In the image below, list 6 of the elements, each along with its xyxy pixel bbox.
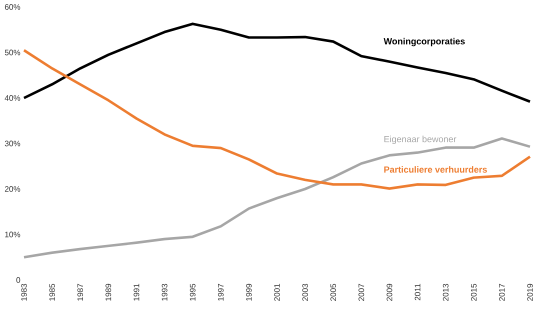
series-label: Woningcorporaties bbox=[384, 38, 465, 46]
series-label: Particuliere verhuurders bbox=[384, 166, 487, 173]
line-series bbox=[22, 137, 532, 259]
series-label: Eigenaar bewoner bbox=[384, 136, 456, 144]
line-series bbox=[22, 22, 532, 103]
line-series bbox=[22, 48, 532, 190]
